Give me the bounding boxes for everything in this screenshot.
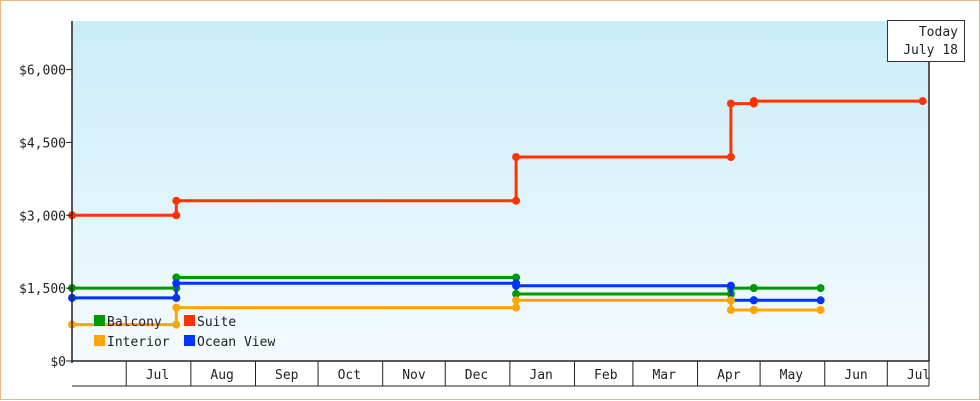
data-point-suite [512, 153, 521, 161]
data-point-interior [816, 306, 825, 314]
data-point-balcony [512, 290, 521, 298]
x-tick-label: Jan [529, 368, 552, 383]
x-tick-label: Apr [717, 368, 741, 383]
data-point-suite [512, 196, 521, 205]
data-point-interior [512, 296, 521, 305]
data-point-interior [172, 303, 181, 312]
x-tick-label: Oct [338, 368, 361, 383]
data-point-suite [172, 211, 181, 220]
data-point-suite [172, 196, 181, 205]
x-tick-label: Jun [844, 368, 867, 383]
data-point-balcony [512, 273, 521, 282]
legend-swatch-interior [94, 335, 105, 346]
plot-area [72, 21, 929, 361]
data-point-suite [726, 153, 735, 161]
data-point-interior [726, 296, 735, 305]
x-tick-label: Sep [275, 368, 299, 383]
legend-swatch-ocean-view [184, 335, 195, 346]
data-point-suite [749, 97, 758, 106]
data-point-interior [726, 306, 735, 314]
data-point-ocean-view [172, 279, 181, 288]
x-tick-label: Nov [402, 368, 426, 383]
data-point-ocean-view [172, 293, 181, 302]
x-tick-label: May [780, 368, 804, 383]
y-tick-label: $3,000 [19, 209, 66, 224]
data-point-balcony [816, 284, 825, 293]
data-point-interior [512, 303, 521, 312]
data-point-balcony [749, 284, 758, 293]
data-point-ocean-view [512, 281, 521, 290]
data-point-balcony [172, 273, 181, 282]
today-label: Today [918, 25, 958, 40]
data-point-suite [918, 97, 927, 106]
x-tick-label: Mar [652, 368, 676, 383]
legend-label-balcony: Balcony [107, 315, 162, 330]
legend-label-interior: Interior [107, 335, 170, 350]
legend-label-suite: Suite [197, 315, 236, 330]
series-layer [68, 97, 927, 329]
y-tick-label: $1,500 [19, 282, 66, 297]
data-point-interior [172, 320, 181, 329]
x-tick-label: Jul [907, 368, 930, 383]
legend: Balcony Suite Interior Ocean View [94, 315, 275, 350]
x-tick-label: Feb [594, 368, 618, 383]
y-tick-label: $4,500 [19, 136, 66, 151]
data-point-ocean-view [726, 281, 735, 290]
y-tick-label: $0 [50, 355, 66, 370]
legend-swatch-suite [184, 315, 195, 326]
axis-layer: $0 $1,500 $3,000 $4,500 $6,000 Jul Aug Sep Oct No… [19, 21, 930, 387]
data-point-ocean-view [749, 296, 758, 305]
data-point-suite [726, 99, 735, 108]
x-tick-label: Aug [210, 368, 233, 383]
x-tick-label: Dec [465, 368, 488, 383]
data-point-interior [749, 306, 758, 314]
x-tick-label: Jul [146, 368, 169, 383]
legend-label-ocean-view: Ocean View [197, 335, 275, 350]
today-date: July 18 [903, 43, 958, 58]
data-point-ocean-view [816, 296, 825, 305]
y-tick-label: $6,000 [19, 64, 66, 79]
today-annotation: Today July 18 [887, 20, 965, 62]
legend-swatch-balcony [94, 315, 105, 326]
